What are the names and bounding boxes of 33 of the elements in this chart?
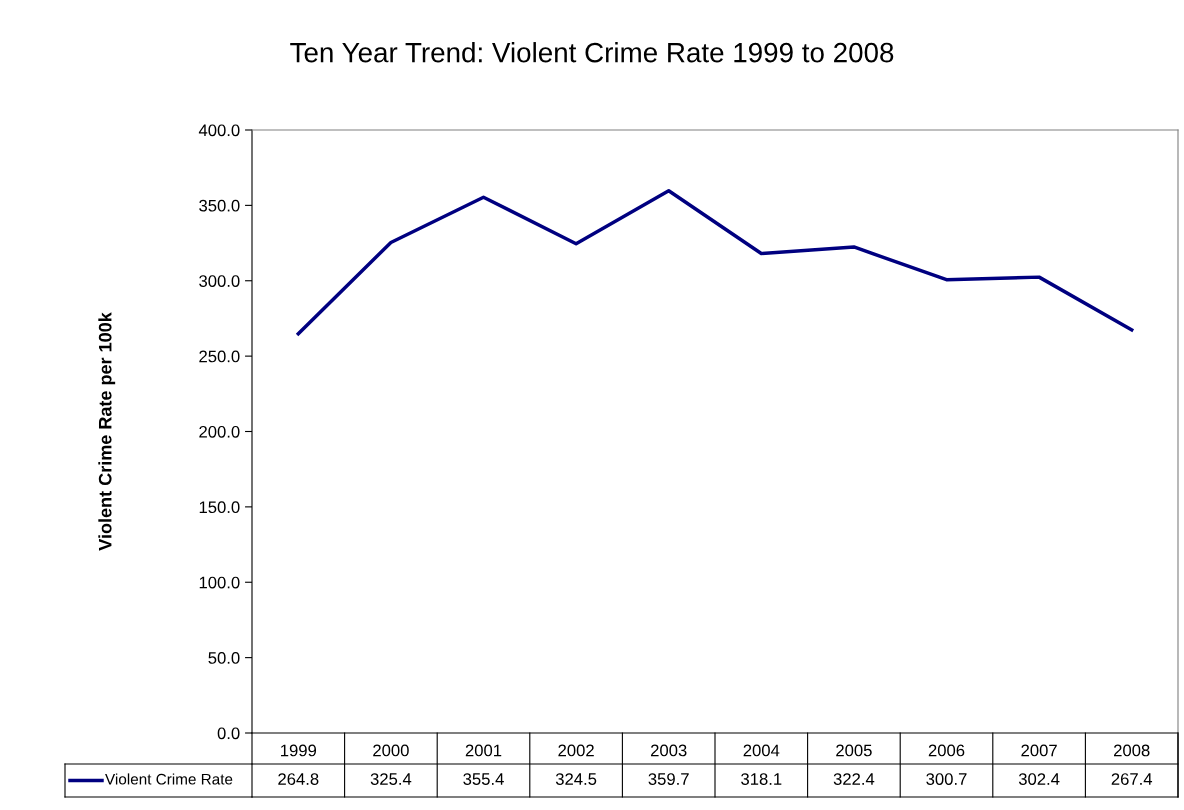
x-tick-label: 2005 — [836, 744, 872, 757]
line-series — [296, 189, 1134, 336]
y-tick-label: 350.0 — [199, 199, 240, 212]
x-tick-label: 2002 — [558, 744, 594, 757]
x-tick-label: 2006 — [928, 744, 965, 757]
data-label: 264.8 — [278, 773, 319, 785]
data-label: 355.4 — [463, 773, 504, 785]
y-tick-label: 250.0 — [199, 350, 240, 363]
y-tick-label: 50.0 — [208, 652, 240, 664]
y-axis-title: Violent Crime Rate per 100k — [98, 312, 116, 551]
data-label: 302.4 — [1018, 773, 1060, 785]
legend-label: Violent Crime Rate — [105, 773, 233, 785]
data-label: 322.4 — [833, 773, 875, 785]
y-tick-label: 0.0 — [217, 727, 240, 740]
y-tick-label: 100.0 — [199, 576, 240, 589]
x-tick-label: 2001 — [465, 744, 502, 757]
y-tick-label: 400.0 — [198, 124, 240, 137]
y-tick-label: 150.0 — [199, 501, 240, 514]
data-label: 324.5 — [555, 773, 597, 785]
data-label: 267.4 — [1111, 773, 1153, 785]
data-label: 325.4 — [370, 773, 412, 785]
y-tick-label: 200.0 — [199, 425, 240, 438]
chart-title: Ten Year Trend: Violent Crime Rate 1999 to 2008 — [290, 42, 894, 63]
x-tick-label: 2008 — [1114, 744, 1150, 757]
data-label: 318.1 — [741, 773, 782, 785]
x-tick-label: 2004 — [743, 744, 780, 757]
x-tick-label: 2003 — [651, 744, 687, 757]
y-tick-label: 300.0 — [199, 275, 240, 287]
x-tick-label: 2000 — [373, 744, 409, 757]
data-label: 300.7 — [926, 773, 967, 785]
data-label: 359.7 — [648, 773, 689, 785]
x-tick-label: 2007 — [1021, 744, 1057, 757]
x-tick-label: 1999 — [281, 744, 317, 757]
